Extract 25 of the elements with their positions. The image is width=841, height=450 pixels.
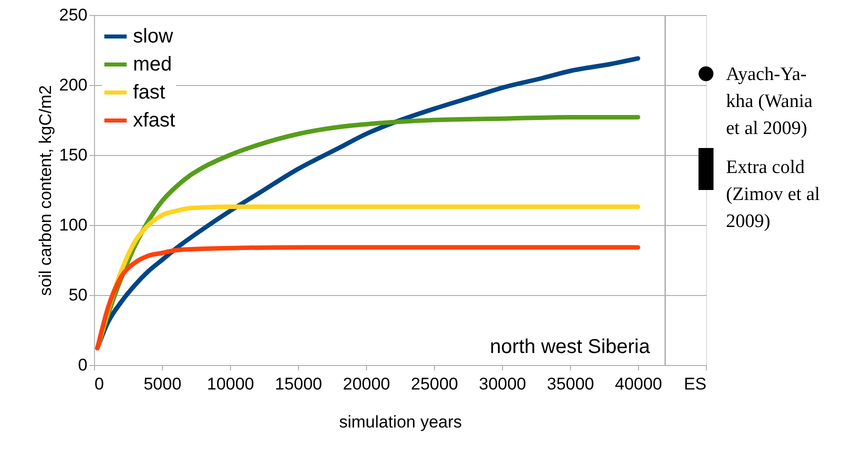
- y-tick-label: 150: [59, 146, 88, 164]
- x-tick-label: 30000: [478, 374, 526, 394]
- annotation: north west Siberia: [490, 336, 651, 358]
- y-tick-label: 100: [59, 216, 88, 234]
- x-tick-label: 15000: [274, 374, 322, 394]
- y-tick-label: 0: [78, 356, 88, 374]
- legend-label: fast: [133, 82, 166, 104]
- y-tick-label: 200: [59, 76, 88, 94]
- y-tick-label: 250: [59, 6, 88, 24]
- annotation: Ayach-Ya- kha (Wania et al 2009): [726, 64, 814, 139]
- legend-label: slow: [133, 26, 174, 48]
- x-tick-label: 10000: [206, 374, 254, 394]
- x-tick-label: ES: [684, 374, 706, 394]
- legend-label: xfast: [133, 110, 176, 132]
- text: Extra cold (Zimov et al 2009): [726, 157, 820, 232]
- x-tick-label: 35000: [546, 374, 594, 394]
- x-tick-label: 20000: [342, 374, 390, 394]
- x-axis-title: simulation years: [339, 412, 462, 432]
- legend-label: med: [133, 54, 172, 76]
- y-tick-label: 50: [68, 286, 88, 304]
- x-tick-label: 5000: [144, 374, 182, 394]
- x-tick-label: 25000: [410, 374, 458, 394]
- x-tick-label: 40000: [614, 374, 662, 394]
- y-axis-title: soil carbon content, kgC/m2: [36, 85, 56, 296]
- x-tick-label: 0: [94, 374, 104, 394]
